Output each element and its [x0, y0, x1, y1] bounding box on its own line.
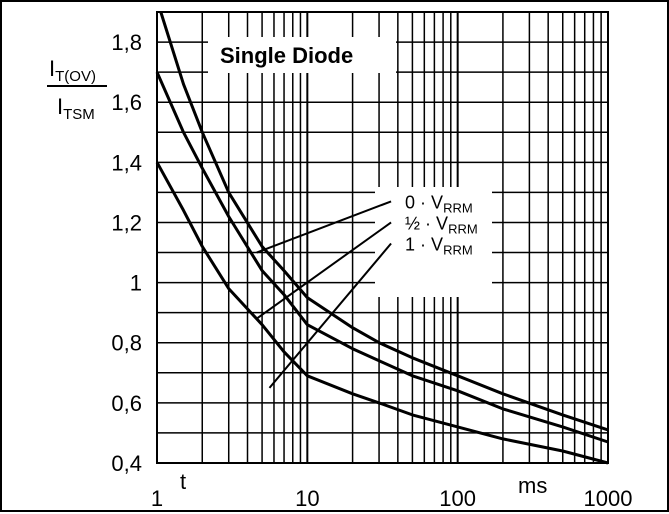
plot-frame	[156, 11, 609, 464]
legend-label-0: 0 · VRRM	[405, 192, 473, 215]
y-tick-label: 1	[130, 271, 142, 296]
x-tick-labels: 1 10 100 1000	[151, 486, 633, 511]
y-tick-label: 0,4	[111, 451, 142, 476]
x-axis-unit: ms	[518, 473, 547, 498]
series-line-0	[159, 11, 609, 432]
y-tick-label: 0,6	[111, 391, 142, 416]
legend-label-1: ½ · VRRM	[405, 213, 478, 236]
y-tick-label: 1,6	[111, 90, 142, 115]
x-tick-label: 10	[295, 486, 319, 511]
leader-line-2	[268, 242, 392, 389]
y-tick-label: 1,4	[111, 150, 142, 175]
leader-line-1	[256, 221, 392, 320]
legend-box	[375, 187, 492, 297]
series-line-1	[155, 71, 609, 444]
y-tick-label: 0,8	[111, 331, 142, 356]
y-tick-label: 1,2	[111, 210, 142, 235]
series-line-2	[155, 161, 609, 465]
leader-lines	[256, 200, 392, 389]
chart-title: Single Diode	[220, 43, 353, 68]
x-tick-label: 1000	[584, 486, 633, 511]
x-axis-label: t	[180, 469, 186, 494]
y-label-numerator: IT(OV)	[49, 56, 96, 85]
x-tick-label: 100	[439, 486, 476, 511]
y-label-denominator: ITSM	[57, 94, 95, 123]
title-box	[208, 37, 396, 73]
y-axis-label: IT(OV) ITSM	[47, 56, 107, 123]
x-tick-label: 1	[151, 486, 163, 511]
legend-label-2: 1 · VRRM	[405, 235, 473, 258]
y-tick-labels: 0,4 0,6 0,8 1 1,2 1,4 1,6 1,8	[111, 30, 142, 476]
leader-line-0	[256, 200, 392, 254]
y-tick-label: 1,8	[111, 30, 142, 55]
series-curves	[155, 11, 609, 465]
